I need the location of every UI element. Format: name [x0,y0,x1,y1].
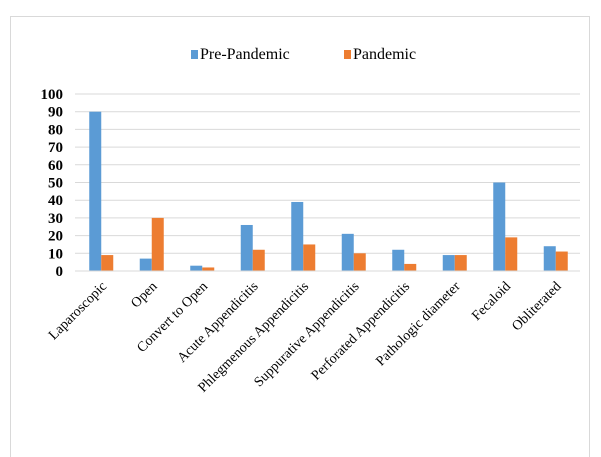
bar-pre-pandemic-7 [442,255,455,271]
bars [89,111,568,271]
bar-pandemic-7 [454,255,467,271]
bar-pre-pandemic-3 [240,224,253,271]
y-tick-label: 100 [41,87,64,103]
legend-swatch [344,50,351,59]
x-category-label: Laparoscopic [46,279,110,343]
bar-pre-pandemic-5 [341,233,354,271]
bar-pandemic-5 [353,253,366,271]
bar-pre-pandemic-8 [493,182,506,271]
bar-pandemic-3 [252,249,265,271]
legend: Pre-Pandemic Pandemic [191,46,416,63]
bar-pre-pandemic-9 [543,246,556,271]
y-tick-label: 70 [48,140,63,156]
y-tick-label: 60 [48,158,63,174]
bar-pre-pandemic-2 [190,265,203,271]
bar-pandemic-2 [202,267,215,271]
y-tick-label: 90 [48,105,63,121]
y-tick-label: 20 [48,229,63,245]
bar-pandemic-1 [151,217,164,271]
bar-pandemic-6 [404,263,417,271]
y-tick-label: 10 [48,246,63,262]
bar-pandemic-8 [505,237,518,271]
y-tick-label: 0 [56,264,64,280]
x-category-label: Open [129,279,161,311]
y-tick-label: 80 [48,122,63,138]
bar-pre-pandemic-4 [291,201,304,271]
y-tick-label: 50 [48,176,63,192]
legend-label: Pre-Pandemic [200,46,290,63]
y-tick-label: 30 [48,211,63,227]
bar-pre-pandemic-0 [89,111,102,271]
bar-pandemic-9 [555,251,568,271]
legend-swatch [191,50,198,59]
bar-pandemic-0 [101,255,114,271]
bar-pandemic-4 [303,244,316,271]
legend-label: Pandemic [353,46,416,63]
bar-pre-pandemic-1 [139,258,152,271]
x-category-label: Perforated Appendicitis [309,279,413,383]
x-category-label: Fecaloid [469,279,514,324]
x-category-label: Pathologic diameter [374,279,464,369]
bar-pre-pandemic-6 [392,249,405,271]
y-tick-label: 40 [48,193,63,209]
x-category-label: Obliterated [509,279,564,334]
